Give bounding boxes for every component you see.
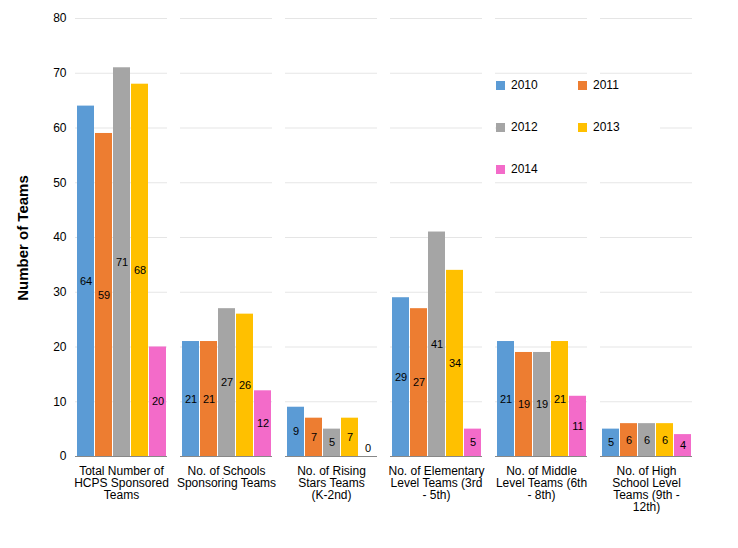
html-text:2011: 2011 [593,78,619,92]
svg-text:12: 12 [257,417,269,429]
svg-text:64: 64 [80,275,92,287]
svg-text:7: 7 [347,431,353,443]
svg-text:20: 20 [53,340,67,354]
svg-text:Total Number ofHCPS SponsoredT: Total Number ofHCPS SponsoredTeams [74,464,169,502]
html-text:2014: 2014 [511,162,538,176]
svg-text:5: 5 [329,436,335,448]
svg-text:27: 27 [413,376,425,388]
svg-text:5: 5 [608,436,614,448]
svg-text:6: 6 [626,434,632,446]
svg-text:30: 30 [53,285,67,299]
svg-text:34: 34 [449,357,461,369]
svg-text:68: 68 [134,264,146,276]
svg-text:7: 7 [311,431,317,443]
html-text:Number of Teams: Number of Teams [13,175,31,301]
svg-text:40: 40 [53,230,67,244]
svg-text:0: 0 [60,449,67,463]
svg-text:No. of SchoolsSponsoring Teams: No. of SchoolsSponsoring Teams [177,464,276,490]
svg-text:No. of MiddleLevel Teams (6th-: No. of MiddleLevel Teams (6th- 8th) [496,464,587,502]
svg-text:26: 26 [239,379,251,391]
svg-text:21: 21 [554,393,566,405]
svg-text:60: 60 [53,121,67,135]
svg-text:41: 41 [431,338,443,350]
svg-text:59: 59 [98,289,110,301]
svg-text:No. of RisingStars Teams(K-2nd: No. of RisingStars Teams(K-2nd) [297,464,366,502]
svg-text:0: 0 [365,442,371,454]
svg-text:6: 6 [644,434,650,446]
svg-text:21: 21 [203,393,215,405]
svg-text:9: 9 [293,425,299,437]
svg-text:80: 80 [53,11,67,25]
svg-text:6: 6 [662,434,668,446]
svg-text:No. of ElementaryLevel Teams (: No. of ElementaryLevel Teams (3rd- 5th) [388,464,484,502]
svg-text:No. of HighSchool LevelTeams (: No. of HighSchool LevelTeams (9th -12th) [612,464,681,514]
svg-text:71: 71 [116,256,128,268]
svg-text:11: 11 [572,420,583,432]
html-text:2010: 2010 [511,78,538,92]
svg-text:50: 50 [53,176,67,190]
svg-text:20: 20 [152,395,164,407]
svg-text:70: 70 [53,66,67,80]
svg-text:21: 21 [185,393,197,405]
svg-text:4: 4 [680,439,686,451]
svg-text:21: 21 [500,393,512,405]
svg-text:19: 19 [536,398,548,410]
svg-text:27: 27 [221,376,233,388]
svg-text:10: 10 [53,395,67,409]
svg-text:5: 5 [470,436,476,448]
svg-text:19: 19 [518,398,530,410]
html-text:2013: 2013 [593,120,620,134]
html-text:2012: 2012 [511,120,538,134]
svg-text:29: 29 [395,371,407,383]
